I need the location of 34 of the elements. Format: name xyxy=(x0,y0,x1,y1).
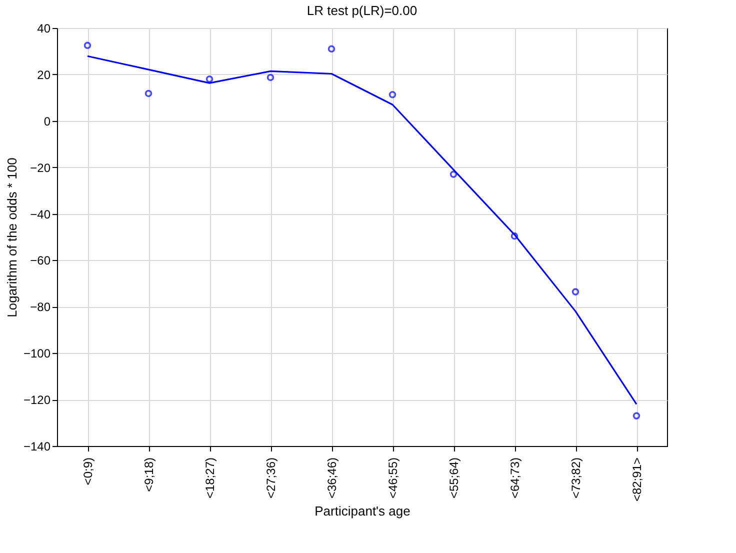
point xyxy=(510,232,518,240)
x-tick-label: <27;36) xyxy=(264,458,278,499)
point xyxy=(266,74,274,82)
y-tick-label: −60 xyxy=(30,254,51,268)
point xyxy=(388,91,396,98)
y-axis-title: Logarithm of the odds * 100 xyxy=(4,158,20,318)
x-tick-label: <46;55) xyxy=(386,458,400,499)
point xyxy=(450,170,458,178)
y-tick-label: −80 xyxy=(30,300,51,314)
y-tick-label: −140 xyxy=(23,440,51,454)
point xyxy=(144,90,152,98)
y-tick-label: −40 xyxy=(30,207,51,222)
x-tick-label: <9;18) xyxy=(142,457,156,492)
point xyxy=(328,45,336,53)
x-tick-label: <73;82) xyxy=(569,458,583,499)
chart-title: LR test p(LR)=0.00 xyxy=(306,3,418,18)
x-tick-label: <55;64) xyxy=(447,458,461,499)
line-series xyxy=(86,55,638,405)
point xyxy=(84,42,92,50)
x-tick-label: <82;91> xyxy=(630,458,644,502)
y-tick-label: −20 xyxy=(30,160,51,175)
point xyxy=(572,288,580,296)
point xyxy=(206,75,214,83)
x-tick-label: <36;46) xyxy=(325,458,339,499)
y-tick-label: −120 xyxy=(23,393,51,408)
point xyxy=(632,412,640,420)
x-axis-title: Participant's age xyxy=(314,504,410,519)
y-tick-label: 40 xyxy=(37,22,51,36)
x-tick-label: <64;73) xyxy=(508,458,522,499)
x-tick-label: <0;9) xyxy=(81,458,95,486)
y-tick-label: −100 xyxy=(23,346,51,361)
y-tick-label: 20 xyxy=(37,68,51,82)
y-tick-label: 0 xyxy=(44,114,51,128)
x-tick-label: <18;27) xyxy=(203,458,217,499)
